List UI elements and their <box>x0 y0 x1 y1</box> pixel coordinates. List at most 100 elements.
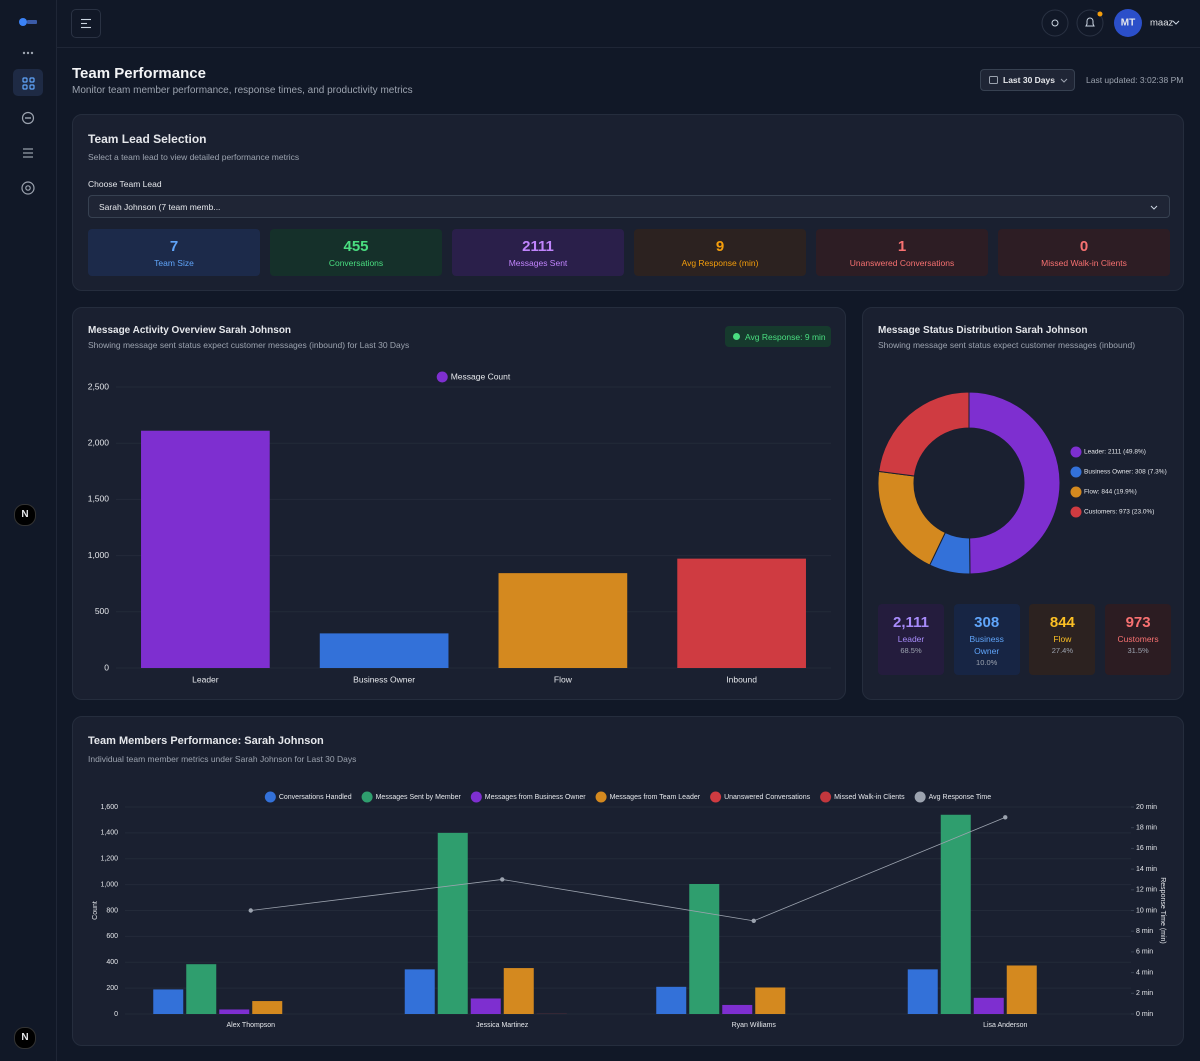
members-card: Team Members Performance: Sarah Johnson … <box>72 716 1184 1046</box>
summary-share: 31.5% <box>1127 646 1149 655</box>
y2-tick-label: 6 min <box>1136 949 1153 956</box>
badge-text: Avg Response: 9 min <box>745 332 826 342</box>
badge[interactable]: N <box>14 504 36 526</box>
nav-active[interactable] <box>13 69 43 96</box>
last-updated: Last updated: 3:02:38 PM <box>1086 75 1184 85</box>
stat-label: Unanswered Conversations <box>849 258 955 268</box>
toolbar-icons: MT maaz <box>1041 9 1180 37</box>
badge[interactable]: N <box>14 1027 36 1049</box>
bar <box>141 430 270 668</box>
legend-marker <box>1070 486 1082 498</box>
y2-tick-label: 18 min <box>1136 825 1157 832</box>
list-icon[interactable] <box>23 148 33 158</box>
summary-label: Flow <box>1053 634 1072 644</box>
y-tick-label: 1,000 <box>88 550 110 560</box>
sidebar-icons <box>13 18 43 195</box>
x-tick-label: Leader <box>192 674 219 684</box>
legend-marker <box>361 791 373 803</box>
bar <box>973 997 1004 1014</box>
summary-label: Customers <box>1117 634 1159 644</box>
dashboard-icon[interactable] <box>22 77 35 90</box>
bar <box>186 964 217 1014</box>
range-label: Last 30 Days <box>1003 75 1055 85</box>
x-tick-label: Jessica Martinez <box>476 1022 529 1029</box>
y2-tick-label: 8 min <box>1136 928 1153 935</box>
card-subtitle: Showing message sent status expect custo… <box>88 340 410 350</box>
selection-card: Team Lead Selection Select a team lead t… <box>72 114 1184 291</box>
legend-marker <box>820 791 832 803</box>
chevron <box>1150 205 1158 210</box>
y2-tick-label: 16 min <box>1136 845 1157 852</box>
summary-share: 68.5% <box>900 646 922 655</box>
chevron <box>1060 78 1068 83</box>
legend-label: Conversations Handled <box>279 794 352 801</box>
notification-button[interactable] <box>1076 9 1104 37</box>
avg-badge: Avg Response: 9 min <box>725 326 831 347</box>
settings-icon[interactable] <box>21 181 35 195</box>
x-tick-label: Business Owner <box>353 674 415 684</box>
y2-axis-title: Response Time (min) <box>1159 877 1166 944</box>
wedge <box>877 470 946 566</box>
summary-value: 308 <box>974 614 1000 631</box>
legend-marker <box>1070 506 1082 518</box>
distribution-chart: Leader: 2111 (49.8%) Business Owner: 308 … <box>877 391 1167 575</box>
card-subtitle: Showing message sent status expect custo… <box>878 340 1136 350</box>
stat-box: 455 Conversations <box>270 229 442 276</box>
y2-tick-label: 10 min <box>1136 907 1157 914</box>
x-tick-label: Alex Thompson <box>226 1022 275 1029</box>
y-tick-label: 0 <box>104 662 109 672</box>
summary-value: 844 <box>1049 614 1075 631</box>
legend-label: Flow: 844 (19.9%) <box>1084 489 1137 496</box>
y2-tick-label: 12 min <box>1136 887 1157 894</box>
legend-marker <box>914 791 926 803</box>
summary-card: 2,111 Leader 68.5% <box>878 604 944 675</box>
bar <box>498 573 628 668</box>
distribution-card: Message Status Distribution Sarah Johnso… <box>862 307 1184 700</box>
page-title: Team Performance <box>72 65 206 82</box>
chat-icon[interactable] <box>21 111 35 125</box>
card-title: Team Members Performance: Sarah Johnson <box>88 735 324 747</box>
y-tick-label: 500 <box>95 606 109 616</box>
stat-box: 7 Team Size <box>88 229 260 276</box>
stat-label: Conversations <box>328 258 384 268</box>
stat-label: Missed Walk-in Clients <box>1041 258 1127 268</box>
x-tick-label: Inbound <box>726 674 757 684</box>
summary-value: 2,111 <box>893 614 929 631</box>
more-icon[interactable] <box>22 51 34 55</box>
point <box>751 918 756 924</box>
legend-marker <box>1070 466 1082 478</box>
x-tick-label: Flow <box>554 674 573 684</box>
menu-icon <box>81 18 91 29</box>
bar <box>404 969 435 1014</box>
bar <box>153 989 184 1014</box>
select-value: Sarah Johnson (7 team memb... <box>99 202 221 212</box>
bar <box>219 1009 250 1014</box>
legend-label: Unanswered Conversations <box>724 794 810 801</box>
range-button[interactable]: Last 30 Days <box>980 69 1075 91</box>
y2-tick-label: 20 min <box>1136 804 1157 811</box>
bar <box>437 832 468 1014</box>
y-tick-label: 600 <box>106 933 118 940</box>
legend-marker <box>436 371 448 383</box>
legend-label: Leader: 2111 (49.8%) <box>1084 449 1146 456</box>
legend-marker <box>1070 446 1082 458</box>
y2-tick-label: 0 min <box>1136 1011 1153 1018</box>
avatar[interactable] <box>1114 9 1142 37</box>
calendar-icon <box>989 76 998 84</box>
menu-button[interactable] <box>71 9 101 38</box>
bar <box>319 633 449 668</box>
stats-row: 7 Team Size 455 Conversations 2111 Messages S… <box>88 229 1170 276</box>
stat-label: Messages Sent <box>508 258 568 268</box>
distribution-cards: 2,111 Leader 68.5% 308 Business Owner 10.0% 84… <box>878 604 1172 675</box>
bar <box>656 986 687 1014</box>
user-name[interactable]: maaz <box>1150 18 1173 29</box>
point <box>500 877 505 882</box>
x-tick-label: Ryan Williams <box>732 1022 777 1029</box>
theme-button[interactable] <box>1041 9 1069 37</box>
team-lead-select[interactable]: Sarah Johnson (7 team memb... <box>88 195 1170 218</box>
logo <box>27 20 37 24</box>
field-label: Choose Team Lead <box>88 179 162 189</box>
sun-icon <box>1051 19 1059 27</box>
y-tick-label: 2,500 <box>88 381 110 391</box>
